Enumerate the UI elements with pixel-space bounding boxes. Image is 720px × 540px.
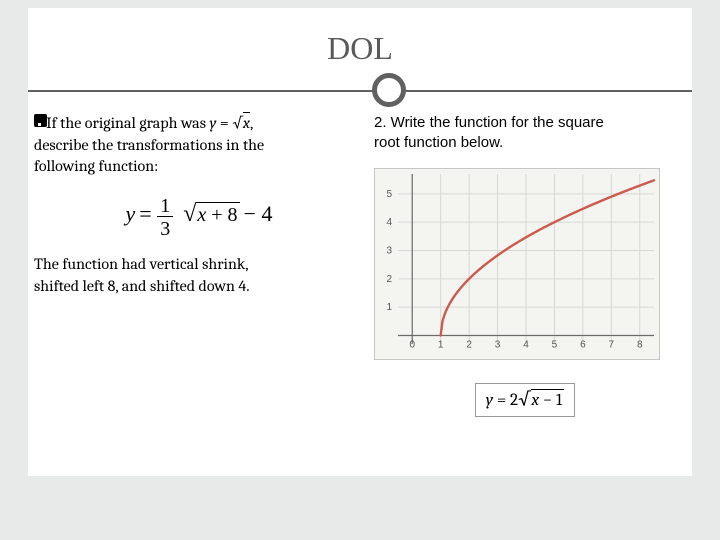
svg-text:0: 0	[409, 339, 415, 350]
prob1-text-a: If the original graph was	[46, 114, 209, 132]
bullet-icon	[34, 114, 47, 127]
prob1-equation: y = 13 √x + 8 − 4	[34, 196, 364, 239]
svg-text:7: 7	[609, 339, 615, 350]
prob1-answer: The function had vertical shrink, shifte…	[34, 253, 364, 298]
svg-text:8: 8	[637, 339, 643, 350]
prob1-text-c: following function:	[34, 156, 364, 178]
frac-den: 3	[157, 217, 173, 239]
svg-text:5: 5	[386, 188, 392, 199]
svg-text:3: 3	[495, 339, 501, 350]
problem-2: 2. Write the function for the square roo…	[374, 113, 676, 417]
ans1-line2: shifted left 8, and shifted down 4.	[34, 277, 250, 295]
title-divider	[28, 73, 692, 109]
prob2-l2: root function below.	[374, 134, 503, 151]
frac-num: 1	[157, 196, 173, 217]
svg-text:4: 4	[386, 217, 392, 228]
svg-text:1: 1	[386, 302, 392, 313]
svg-text:4: 4	[523, 339, 529, 350]
svg-text:2: 2	[386, 273, 392, 284]
page-title: DOL	[28, 30, 692, 67]
svg-text:1: 1	[438, 339, 444, 350]
ans1-line1: The function had vertical shrink,	[34, 255, 249, 273]
problem-1: 1. If the original graph was y = √x, des…	[34, 113, 364, 417]
svg-text:3: 3	[386, 245, 392, 256]
svg-text:5: 5	[552, 339, 558, 350]
prob2-text: 2. Write the function for the square roo…	[374, 113, 676, 154]
prob2-answer: y = 2√x − 1	[475, 383, 575, 417]
prob1-text-b: describe the transformations in the	[34, 135, 364, 157]
sqrt-graph: 1 2 3 4 5 0 1 2 3 4 5 6 7 8	[374, 168, 660, 365]
accent-circle	[372, 73, 406, 107]
svg-text:2: 2	[466, 339, 472, 350]
prob2-l1: 2. Write the function for the square	[374, 114, 604, 131]
prob1-eq1: y = √x,	[210, 114, 257, 132]
svg-text:6: 6	[580, 339, 586, 350]
